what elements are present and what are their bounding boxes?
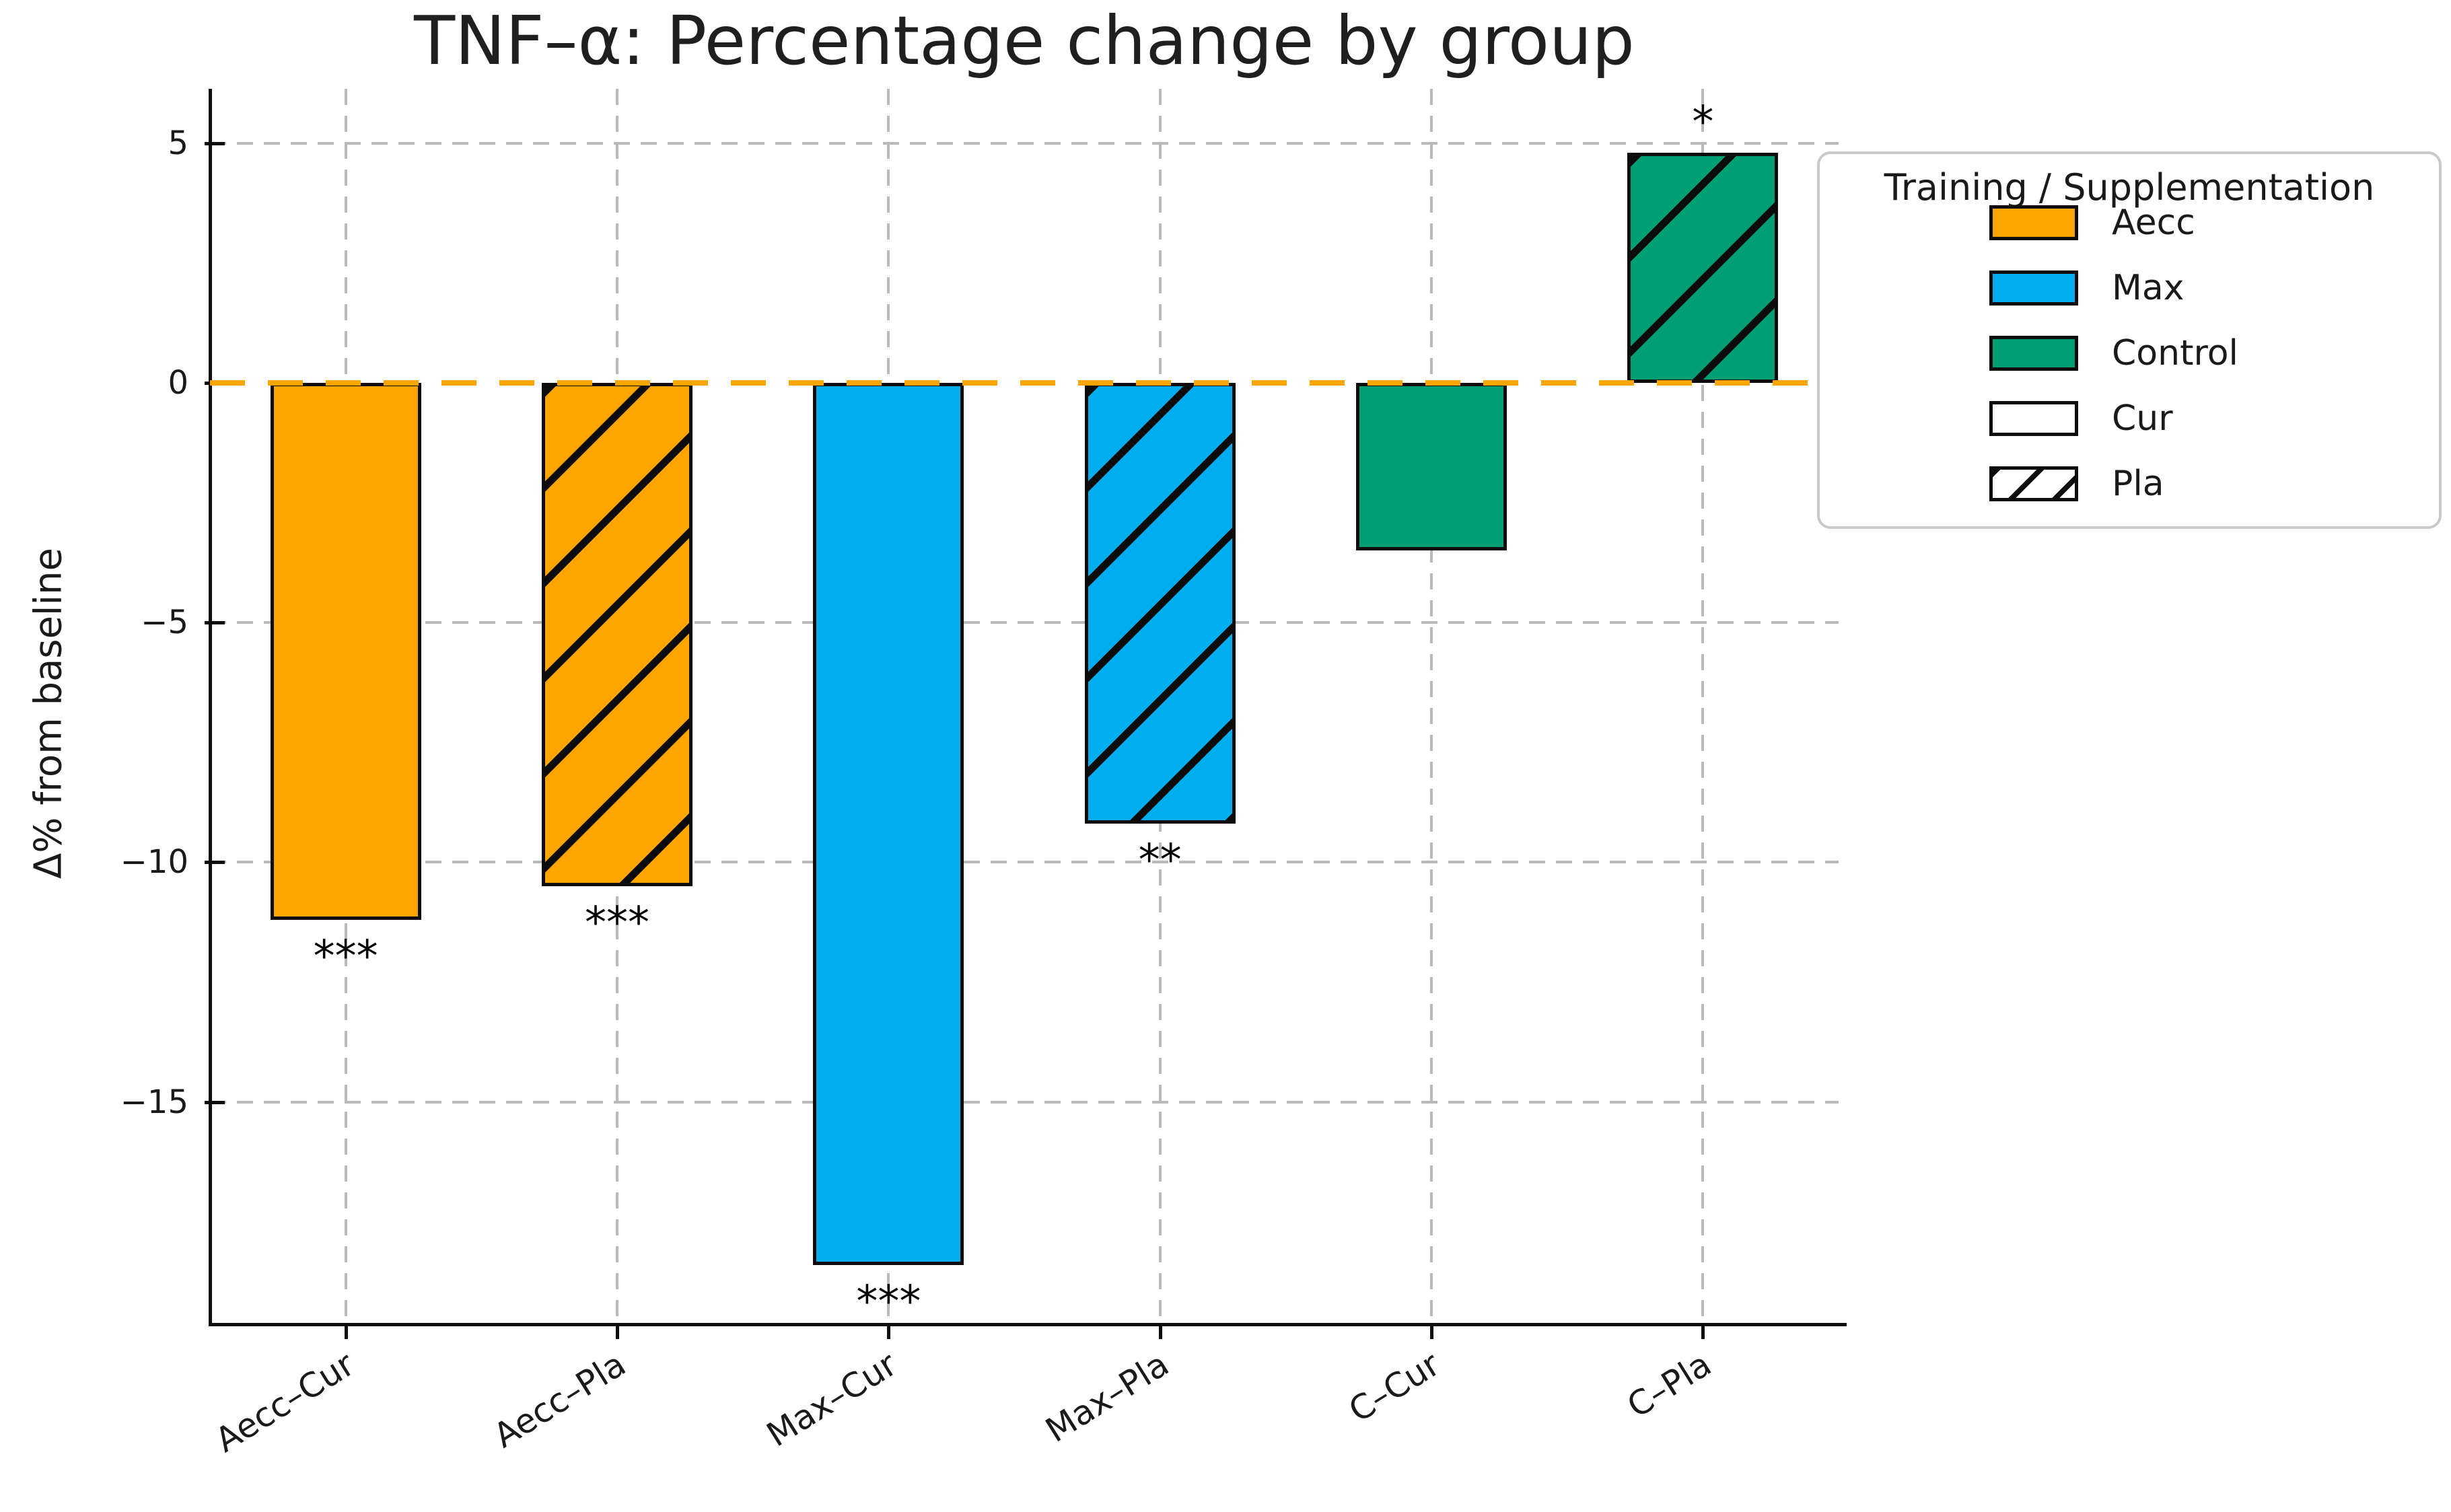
x-tick-mark [344,1324,348,1339]
x-tick-mark [1158,1324,1162,1339]
legend-label: Cur [2112,398,2173,439]
plot-area: *** *** *** ** * [210,89,1839,1327]
chart-title: TNF–α: Percentage change by group [414,1,1635,80]
x-tick-mark [887,1324,891,1339]
legend-title: Training / Supplementation [1884,166,2375,209]
y-tick-label: −15 [120,1083,188,1121]
x-tick-mark [616,1324,619,1339]
legend-label: Pla [2112,464,2164,504]
significance-label: * [1692,98,1714,148]
bar-aecc-cur [270,383,421,920]
legend-swatch-pla [1989,466,2078,501]
bar-max-cur [813,383,964,1265]
bottom-spine [209,1323,1847,1326]
v-gridline [1701,89,1705,1324]
y-tick-label: 0 [168,364,188,402]
y-tick-label: −10 [120,843,188,881]
left-spine [209,89,212,1326]
bar-c-pla [1627,153,1779,383]
significance-label: *** [313,931,378,982]
legend-swatch-cur [1989,401,2078,436]
v-gridline [1430,89,1433,1324]
significance-label: *** [856,1276,921,1327]
bar-c-cur [1356,383,1507,551]
legend-row: Aecc [1989,203,2195,243]
x-tick-label-aecc-cur: Aecc–Cur [208,1344,361,1460]
h-gridline [210,141,1839,145]
y-tick-mark [205,861,225,865]
legend-swatch-max [1989,271,2078,305]
y-tick-label: 5 [168,124,188,162]
h-gridline [210,861,1839,864]
legend-row: Cur [1989,398,2173,439]
h-gridline [210,1100,1839,1104]
y-tick-mark [205,141,225,145]
legend-row: Control [1989,333,2238,373]
significance-label: *** [585,898,649,949]
x-tick-mark [1701,1324,1705,1339]
y-axis-label: Δ% from baseline [26,548,71,879]
legend-swatch-control [1989,336,2078,371]
y-tick-mark [205,621,225,625]
significance-label: ** [1138,836,1182,886]
legend-label: Control [2112,333,2238,373]
h-gridline [210,621,1839,624]
legend-row: Pla [1989,464,2164,504]
zero-line [210,380,1839,386]
y-tick-mark [205,1100,225,1104]
legend-swatch-aecc [1989,205,2078,240]
x-tick-mark [1430,1324,1433,1339]
bar-max-pla [1084,383,1236,824]
legend-label: Aecc [2112,203,2195,243]
legend-label: Max [2112,268,2184,308]
y-tick-label: −5 [141,604,188,642]
bar-aecc-pla [542,383,692,887]
legend-row: Max [1989,268,2184,308]
legend: Training / Supplementation Aecc Max Contro… [1817,151,2442,529]
